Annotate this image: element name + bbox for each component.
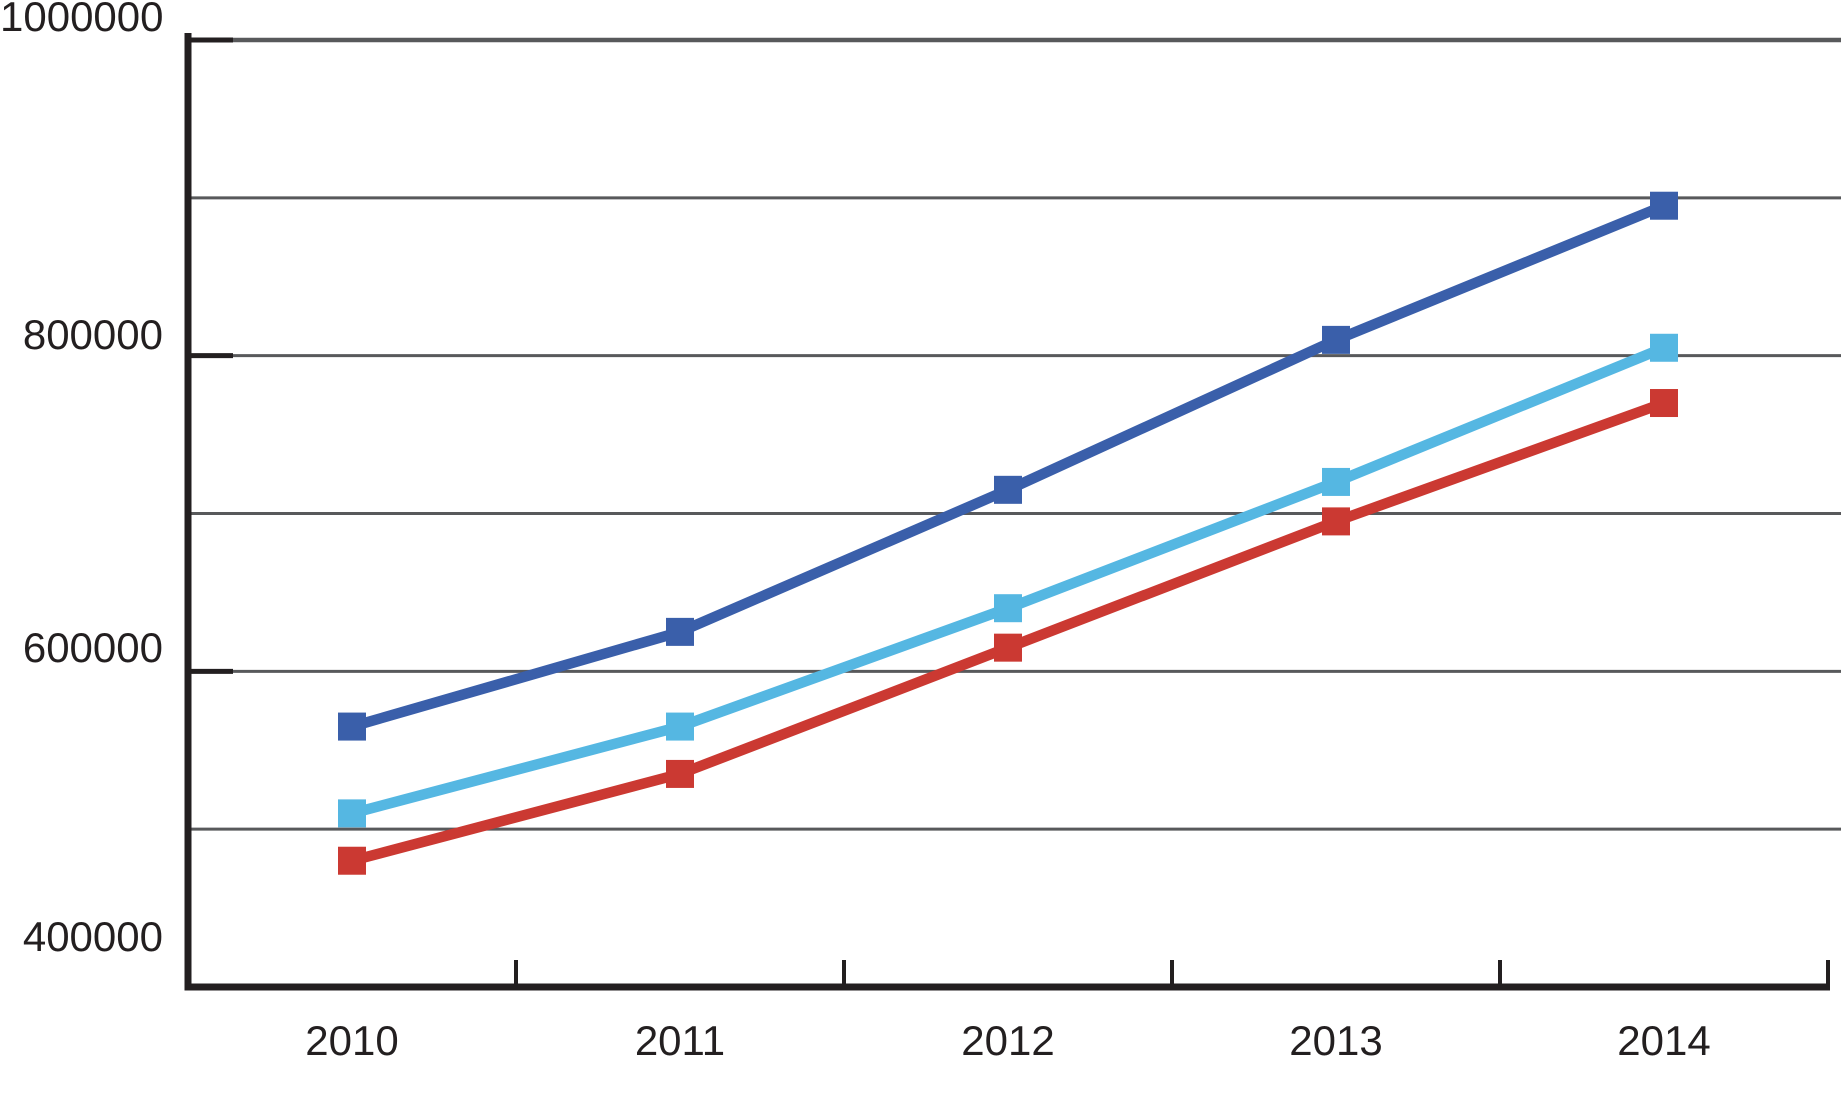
marker-light-blue-2010 [338, 799, 366, 828]
x-axis-tick-label: 2014 [1617, 1017, 1711, 1064]
y-axis-tick-label: 400000 [22, 913, 163, 960]
marker-light-blue-2014 [1650, 333, 1678, 362]
marker-light-blue-2011 [666, 712, 694, 741]
series-line-red [350, 398, 1666, 866]
marker-dark-blue-2010 [338, 712, 366, 741]
x-axis-tick-label: 2013 [1289, 1017, 1383, 1064]
marker-dark-blue-2011 [666, 617, 694, 646]
marker-light-blue-2013 [1322, 467, 1350, 496]
marker-red-2014 [1650, 389, 1678, 418]
y-axis-tick-label: 800000 [22, 311, 163, 358]
y-axis-tick-label: 1000000 [0, 0, 164, 40]
marker-dark-blue-2012 [994, 475, 1022, 504]
x-axis-tick-label: 2010 [305, 1017, 399, 1064]
x-axis-tick-label: 2011 [634, 1017, 726, 1064]
marker-dark-blue-2014 [1650, 191, 1678, 220]
marker-light-blue-2012 [994, 594, 1022, 623]
marker-dark-blue-2013 [1322, 325, 1350, 354]
series-line-light-blue [350, 342, 1666, 819]
marker-red-2013 [1322, 507, 1350, 536]
marker-red-2012 [994, 633, 1022, 662]
marker-red-2011 [666, 759, 694, 788]
y-axis-tick-label: 600000 [22, 624, 163, 671]
x-axis-tick-label: 2012 [961, 1017, 1055, 1064]
marker-red-2010 [338, 846, 366, 875]
